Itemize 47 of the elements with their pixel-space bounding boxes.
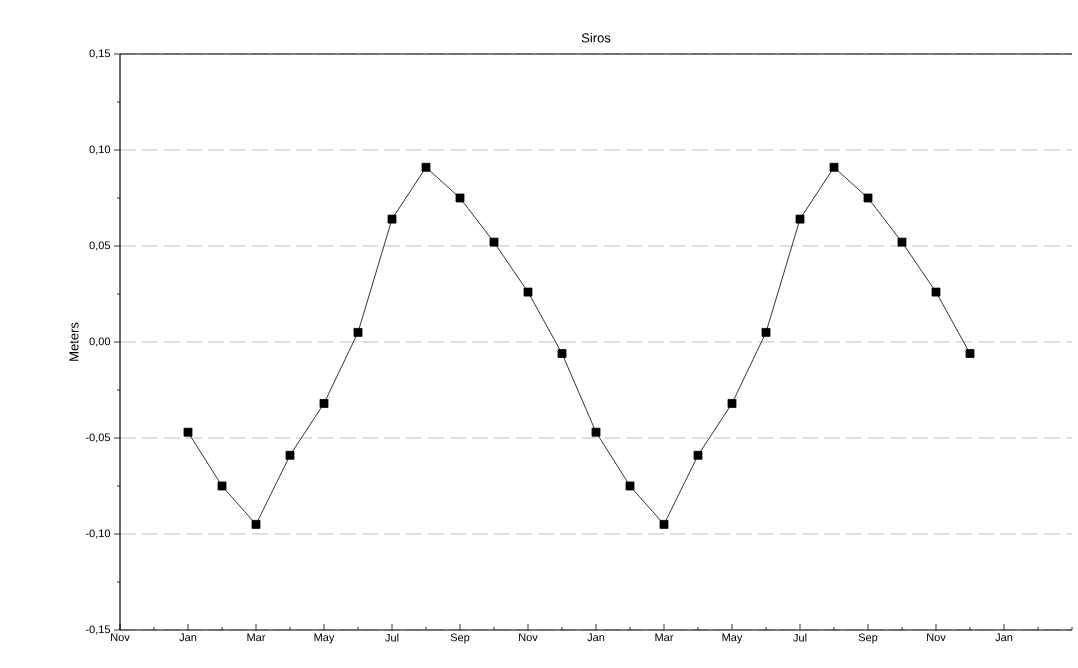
x-tick-label: Sep [450,633,470,644]
y-axis-title: Meters [69,322,79,361]
point [931,287,941,297]
x-tick-label: Jan [587,633,605,642]
point [761,327,771,337]
x-tick-label: Jan [995,633,1013,642]
point [421,162,431,172]
y-tick-label: 0,00 [89,337,111,347]
x-tick-label: Nov [927,633,946,642]
x-tick-label: Mar [247,633,266,642]
point [319,399,329,408]
point [557,349,567,358]
x-tick-label: Mar [655,633,674,642]
point [897,237,907,247]
y-tick-label: -0,05 [85,433,111,443]
chart-title: Siros [581,32,611,43]
point [795,214,805,224]
point [693,450,703,460]
y-tick-label: 0,10 [89,145,111,155]
point [625,481,635,491]
y-tick-label: 0,15 [89,49,111,59]
point [387,214,397,224]
x-tick-label: Jul [385,633,399,642]
point [217,481,227,491]
x-tick-label: May [722,633,743,644]
point [659,519,669,529]
point [523,287,533,297]
point [285,450,295,460]
x-tick-label: Nov [519,633,538,642]
point [829,162,839,172]
point [251,519,261,529]
x-tick-label: Sep [858,633,878,644]
x-tick-label: Nov [111,633,130,642]
point [863,193,873,203]
point [183,427,193,437]
x-tick-label: Jul [793,633,807,642]
y-tick-label: -0,15 [85,625,111,635]
y-tick-label: 0,05 [89,241,111,251]
point [591,427,601,437]
point [965,349,975,358]
point [455,193,465,203]
point [353,327,363,337]
y-tick-label: -0,10 [85,529,111,539]
x-tick-label: Jan [179,633,197,642]
x-tick-label: May [314,633,335,644]
point [489,237,499,247]
point [727,399,737,408]
